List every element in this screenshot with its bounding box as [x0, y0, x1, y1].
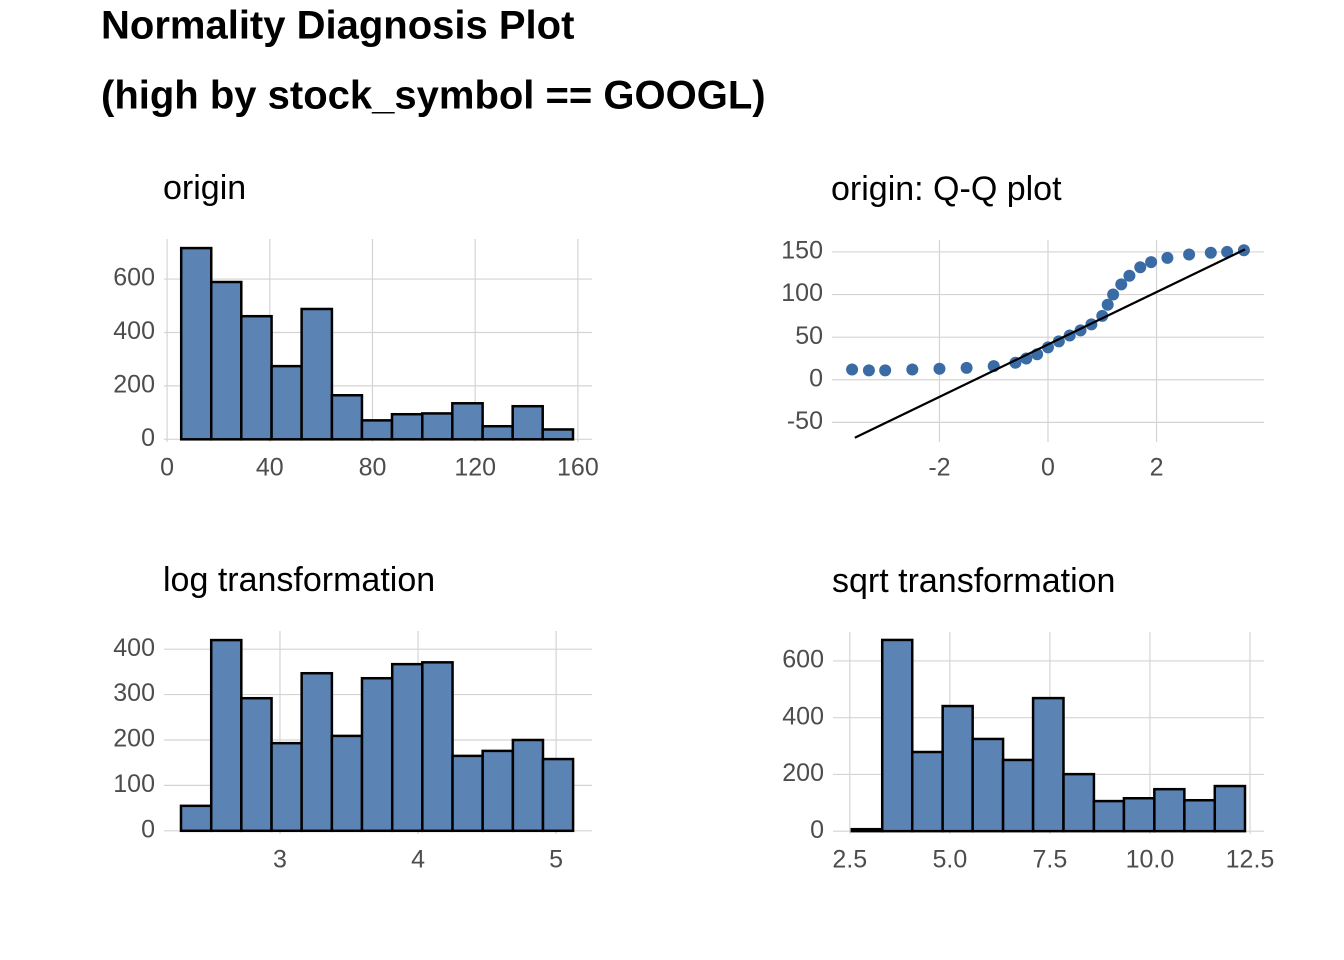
bar — [270, 364, 303, 441]
panel-title: origin — [163, 169, 246, 207]
bar — [971, 737, 1005, 833]
bar — [421, 661, 454, 833]
point — [933, 362, 946, 375]
x-tick-label: 120 — [454, 454, 496, 482]
point — [906, 363, 919, 376]
y-tick-label: 150 — [781, 237, 823, 265]
x-tick-label: -2 — [928, 454, 950, 482]
bar — [360, 419, 394, 441]
x-tick-label: 3 — [273, 846, 287, 874]
y-tick-label: 0 — [141, 424, 155, 452]
bar — [941, 704, 974, 833]
x-tick-label: 80 — [359, 454, 387, 482]
x-tick-label: 4 — [411, 846, 425, 874]
x-tick-label: 10.0 — [1126, 846, 1175, 874]
bar — [330, 734, 364, 833]
bar — [300, 671, 334, 833]
y-tick-label: 200 — [113, 725, 155, 753]
bar — [1001, 758, 1035, 833]
y-tick-label: 200 — [113, 371, 155, 399]
x-tick-label: 0 — [160, 454, 174, 482]
panel-title: log transformation — [163, 561, 435, 599]
bar — [1122, 797, 1156, 833]
point — [862, 364, 875, 377]
point — [1204, 246, 1217, 259]
x-tick-label: 40 — [256, 454, 284, 482]
bar — [451, 754, 484, 833]
bar — [209, 638, 243, 833]
point — [1161, 251, 1174, 264]
point — [1134, 261, 1147, 274]
bar — [390, 662, 424, 833]
bar — [541, 757, 575, 833]
y-tick-label: 0 — [809, 364, 823, 392]
point — [960, 361, 973, 374]
bar — [1153, 787, 1186, 833]
panel-title: sqrt transformation — [832, 562, 1115, 600]
point — [1107, 288, 1120, 301]
x-tick-label: 160 — [557, 454, 599, 482]
y-tick-label: 400 — [113, 634, 155, 662]
point — [879, 364, 892, 377]
bar — [300, 307, 334, 441]
main-subtitle: (high by stock_symbol == GOOGL) — [101, 74, 766, 118]
point — [1123, 269, 1136, 282]
x-tick-label: 2 — [1150, 454, 1164, 482]
bar — [1062, 772, 1096, 833]
x-tick-label: 5.0 — [932, 846, 967, 874]
y-tick-label: 600 — [782, 646, 824, 674]
bar — [1213, 784, 1247, 833]
bar — [511, 404, 544, 441]
y-tick-label: 0 — [810, 816, 824, 844]
bar — [1092, 799, 1126, 833]
point — [1101, 298, 1114, 311]
y-tick-label: 400 — [113, 317, 155, 345]
point — [846, 363, 859, 376]
x-tick-label: 2.5 — [832, 846, 867, 874]
bar — [880, 638, 914, 833]
y-tick-label: 100 — [113, 770, 155, 798]
bar — [511, 738, 545, 833]
bar — [179, 804, 213, 833]
y-tick-label: 200 — [782, 759, 824, 787]
bar — [209, 280, 243, 441]
bar — [1031, 696, 1065, 833]
bar — [240, 314, 273, 441]
x-tick-label: 5 — [549, 846, 563, 874]
y-tick-label: 50 — [795, 322, 823, 350]
bar — [541, 428, 575, 441]
point — [1145, 256, 1158, 269]
y-tick-label: 0 — [141, 815, 155, 843]
point — [1183, 248, 1196, 261]
point — [1115, 278, 1128, 291]
bar — [910, 750, 944, 833]
bar — [240, 696, 273, 833]
bar — [451, 402, 484, 441]
bar — [481, 749, 515, 833]
bar — [179, 246, 213, 441]
point — [1042, 341, 1054, 354]
panel-title: origin: Q-Q plot — [831, 170, 1062, 208]
x-tick-label: 0 — [1041, 454, 1055, 482]
bar — [850, 827, 884, 833]
bar — [360, 676, 394, 833]
bar — [270, 741, 303, 833]
y-tick-label: -50 — [787, 407, 823, 435]
bar — [421, 412, 454, 441]
bar — [1183, 798, 1217, 833]
y-tick-label: 400 — [782, 702, 824, 730]
reference-line — [854, 248, 1246, 439]
x-tick-label: 12.5 — [1226, 846, 1275, 874]
bar — [330, 394, 364, 441]
y-tick-label: 300 — [113, 679, 155, 707]
bar — [390, 412, 424, 441]
point — [1221, 245, 1234, 258]
y-tick-label: 100 — [781, 279, 823, 307]
y-tick-label: 600 — [113, 264, 155, 292]
x-tick-label: 7.5 — [1033, 846, 1068, 874]
main-title: Normality Diagnosis Plot — [101, 4, 574, 48]
bar — [481, 424, 514, 441]
